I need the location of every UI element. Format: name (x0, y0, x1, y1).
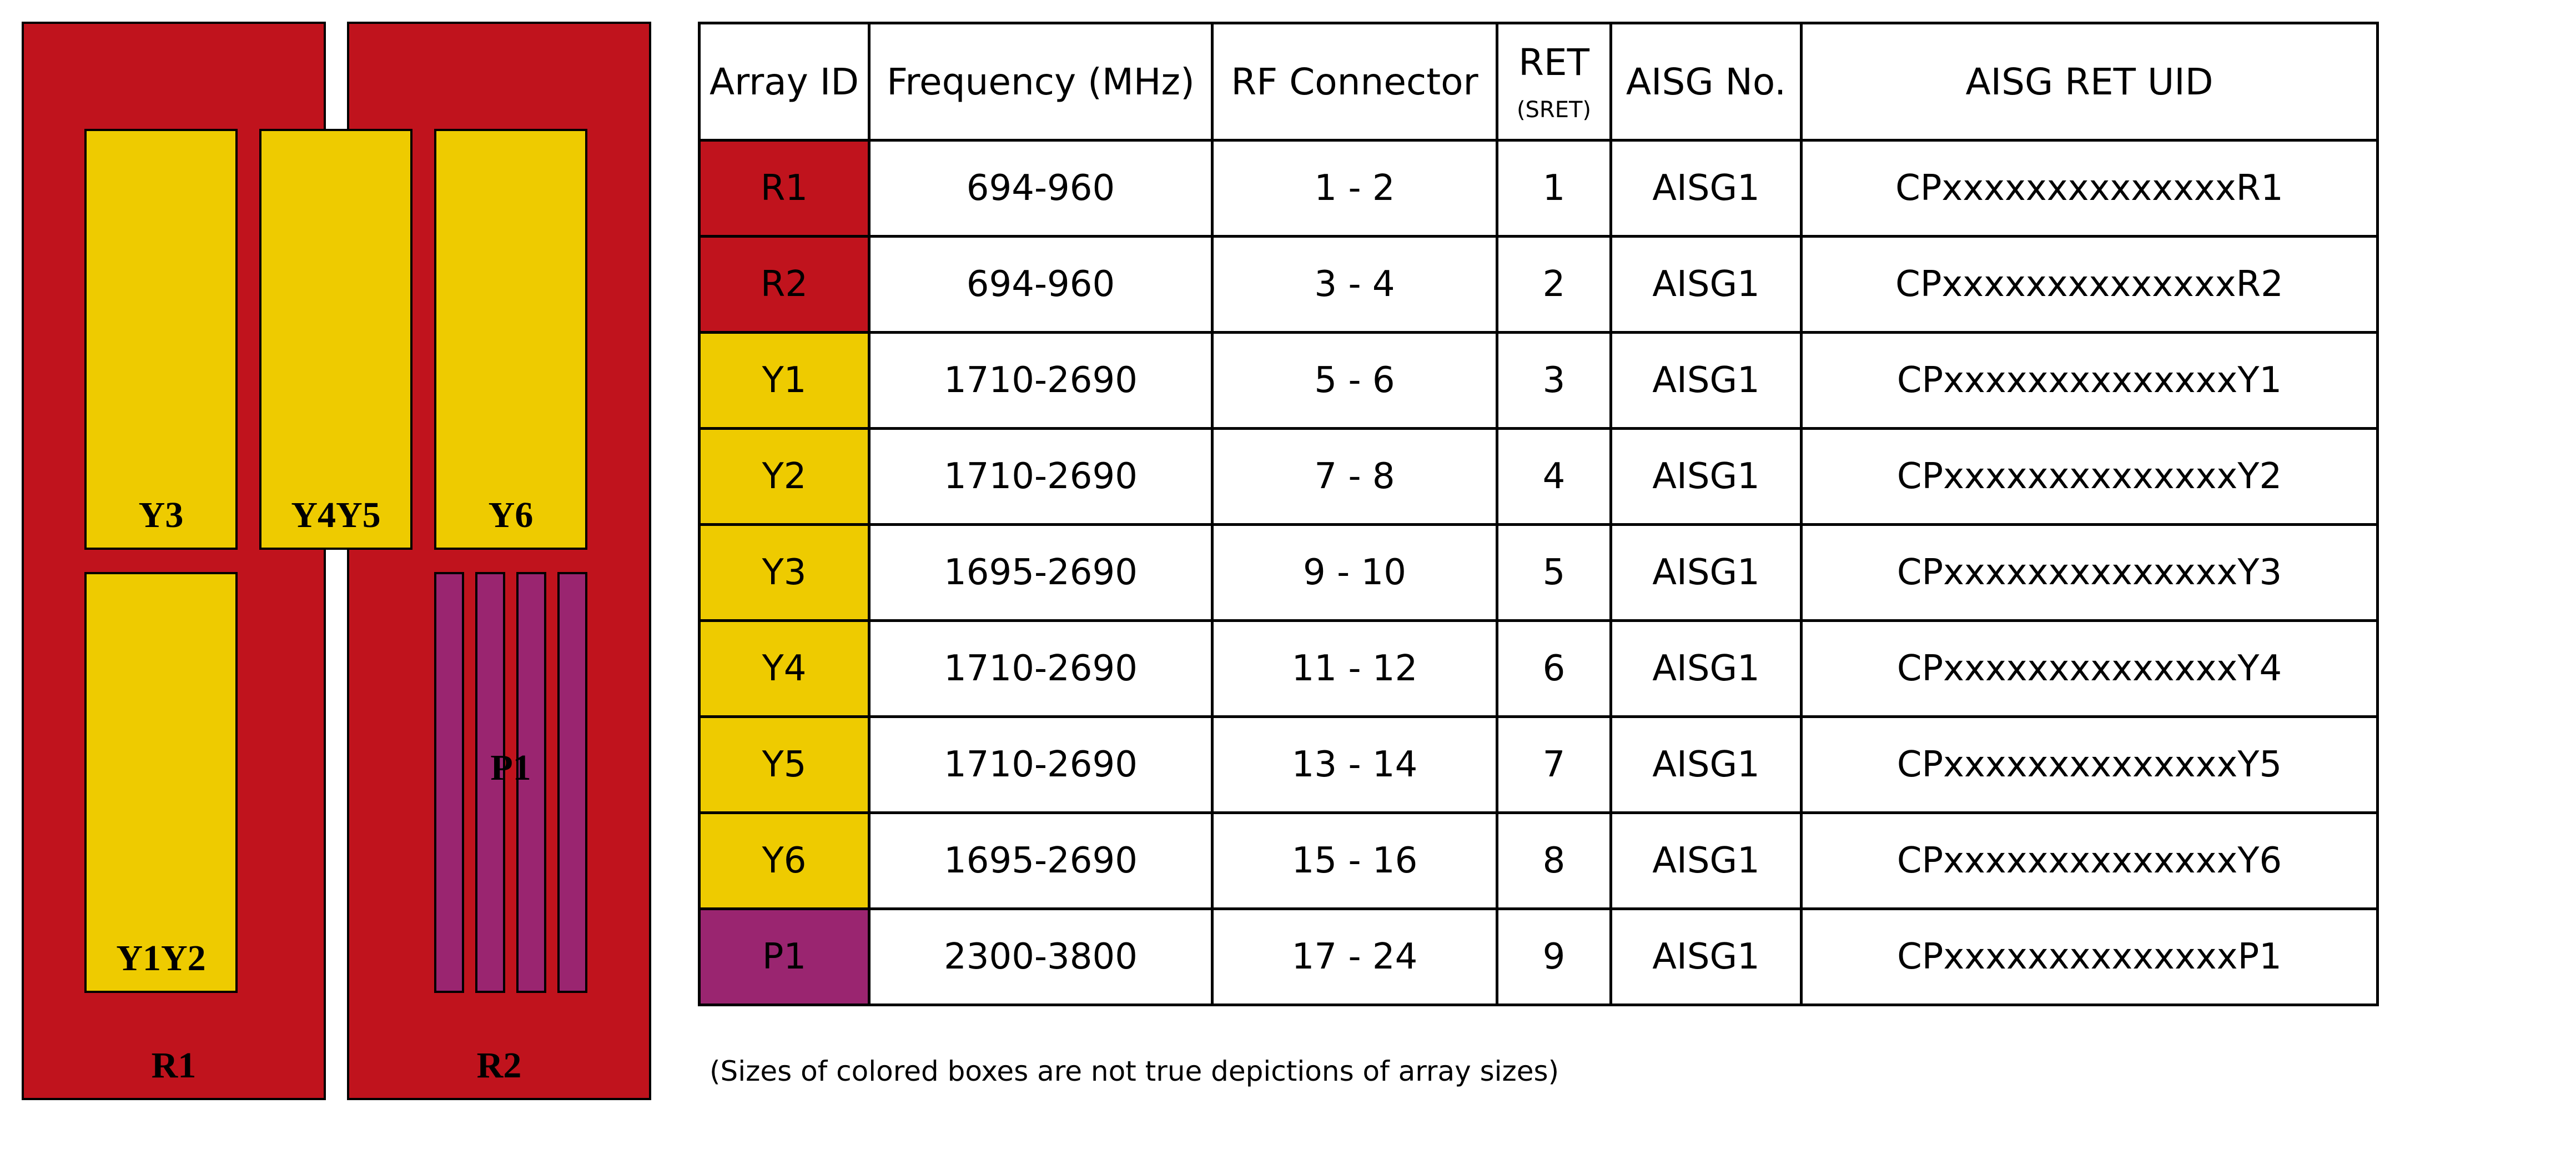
cell-ret: 7 (1496, 715, 1612, 814)
cell-array-id: P1 (698, 907, 871, 1006)
cell-uid: CPxxxxxxxxxxxxxxY1 (1800, 331, 2379, 430)
table-row: R1 694-960 1 - 2 1 AISG1 CPxxxxxxxxxxxxxxR1 (698, 139, 2379, 238)
cell-ret: 4 (1496, 427, 1612, 526)
cell-uid: CPxxxxxxxxxxxxxxY4 (1800, 619, 2379, 718)
cell-frequency: 1710-2690 (868, 715, 1214, 814)
footnote: (Sizes of colored boxes are not true dep… (710, 1055, 1559, 1087)
cell-aisg-no: AISG1 (1609, 139, 1803, 238)
cell-frequency: 1695-2690 (868, 523, 1214, 622)
cell-frequency: 1710-2690 (868, 427, 1214, 526)
table-row: Y5 1710-2690 13 - 14 7 AISG1 CPxxxxxxxxxxxxxx… (698, 715, 2379, 814)
header-aisg-no: AISG No. (1609, 22, 1803, 142)
block-p1-column (557, 572, 587, 993)
header-ret-sub: (SRET) (1516, 97, 1592, 123)
cell-array-id: Y4 (698, 619, 871, 718)
cell-frequency: 1695-2690 (868, 811, 1214, 910)
cell-uid: CPxxxxxxxxxxxxxxR1 (1800, 139, 2379, 238)
table-row: Y2 1710-2690 7 - 8 4 AISG1 CPxxxxxxxxxxxxxxY2 (698, 427, 2379, 526)
block-label-p1: P1 (490, 747, 531, 788)
block-p1-column (434, 572, 464, 993)
cell-uid: CPxxxxxxxxxxxxxxP1 (1800, 907, 2379, 1006)
cell-array-id: Y2 (698, 427, 871, 526)
cell-uid: CPxxxxxxxxxxxxxxY5 (1800, 715, 2379, 814)
block-y1y2: Y1Y2 (84, 572, 238, 993)
cell-frequency: 1710-2690 (868, 619, 1214, 718)
header-ret: RET (SRET) (1496, 22, 1612, 142)
cell-ret: 3 (1496, 331, 1612, 430)
cell-aisg-no: AISG1 (1609, 811, 1803, 910)
cell-rf-connector: 13 - 14 (1211, 715, 1498, 814)
cell-ret: 9 (1496, 907, 1612, 1006)
cell-aisg-no: AISG1 (1609, 331, 1803, 430)
cell-rf-connector: 1 - 2 (1211, 139, 1498, 238)
cell-ret: 8 (1496, 811, 1612, 910)
array-table: Array ID Frequency (MHz) RF Connector RE… (698, 22, 2379, 1006)
cell-rf-connector: 17 - 24 (1211, 907, 1498, 1006)
table-row: Y6 1695-2690 15 - 16 8 AISG1 CPxxxxxxxxxxxxxx… (698, 811, 2379, 910)
cell-rf-connector: 7 - 8 (1211, 427, 1498, 526)
cell-array-id: Y5 (698, 715, 871, 814)
cell-ret: 6 (1496, 619, 1612, 718)
block-y4y5: Y4Y5 (259, 129, 412, 550)
cell-frequency: 694-960 (868, 235, 1214, 334)
cell-ret: 2 (1496, 235, 1612, 334)
panel-label-r1: R1 (151, 1045, 197, 1086)
block-label-y6: Y6 (488, 495, 534, 535)
block-label-y1y2: Y1Y2 (116, 938, 206, 979)
header-rf-connector: RF Connector (1211, 22, 1498, 142)
block-label-y3: Y3 (138, 495, 184, 535)
block-y6: Y6 (434, 129, 587, 550)
cell-array-id: Y3 (698, 523, 871, 622)
cell-uid: CPxxxxxxxxxxxxxxR2 (1800, 235, 2379, 334)
header-ret-label: RET (1518, 41, 1589, 84)
header-array-id: Array ID (698, 22, 871, 142)
cell-aisg-no: AISG1 (1609, 523, 1803, 622)
cell-array-id: Y1 (698, 331, 871, 430)
cell-array-id: R2 (698, 235, 871, 334)
cell-uid: CPxxxxxxxxxxxxxxY3 (1800, 523, 2379, 622)
cell-frequency: 2300-3800 (868, 907, 1214, 1006)
cell-aisg-no: AISG1 (1609, 715, 1803, 814)
cell-rf-connector: 5 - 6 (1211, 331, 1498, 430)
cell-array-id: Y6 (698, 811, 871, 910)
cell-frequency: 1710-2690 (868, 331, 1214, 430)
block-p1-column (516, 572, 546, 993)
table-body: R1 694-960 1 - 2 1 AISG1 CPxxxxxxxxxxxxxxR1 R2… (698, 139, 2379, 1006)
table-row: Y3 1695-2690 9 - 10 5 AISG1 CPxxxxxxxxxxxxxxY… (698, 523, 2379, 622)
block-p1-column (475, 572, 505, 993)
cell-uid: CPxxxxxxxxxxxxxxY6 (1800, 811, 2379, 910)
cell-ret: 1 (1496, 139, 1612, 238)
cell-rf-connector: 11 - 12 (1211, 619, 1498, 718)
cell-rf-connector: 9 - 10 (1211, 523, 1498, 622)
table-header-row: Array ID Frequency (MHz) RF Connector RE… (698, 22, 2379, 142)
header-uid: AISG RET UID (1800, 22, 2379, 142)
block-label-y4y5: Y4Y5 (291, 495, 381, 535)
cell-frequency: 694-960 (868, 139, 1214, 238)
table-row: R2 694-960 3 - 4 2 AISG1 CPxxxxxxxxxxxxxxR2 (698, 235, 2379, 334)
panel-label-r2: R2 (476, 1045, 522, 1086)
table-row: Y1 1710-2690 5 - 6 3 AISG1 CPxxxxxxxxxxxxxxY1 (698, 331, 2379, 430)
cell-aisg-no: AISG1 (1609, 427, 1803, 526)
table-row: P1 2300-3800 17 - 24 9 AISG1 CPxxxxxxxxxxxxxx… (698, 907, 2379, 1006)
cell-uid: CPxxxxxxxxxxxxxxY2 (1800, 427, 2379, 526)
cell-aisg-no: AISG1 (1609, 235, 1803, 334)
cell-ret: 5 (1496, 523, 1612, 622)
cell-aisg-no: AISG1 (1609, 619, 1803, 718)
cell-rf-connector: 15 - 16 (1211, 811, 1498, 910)
block-y3: Y3 (84, 129, 238, 550)
header-frequency: Frequency (MHz) (868, 22, 1214, 142)
cell-array-id: R1 (698, 139, 871, 238)
table-row: Y4 1710-2690 11 - 12 6 AISG1 CPxxxxxxxxxxxxxx… (698, 619, 2379, 718)
cell-aisg-no: AISG1 (1609, 907, 1803, 1006)
cell-rf-connector: 3 - 4 (1211, 235, 1498, 334)
